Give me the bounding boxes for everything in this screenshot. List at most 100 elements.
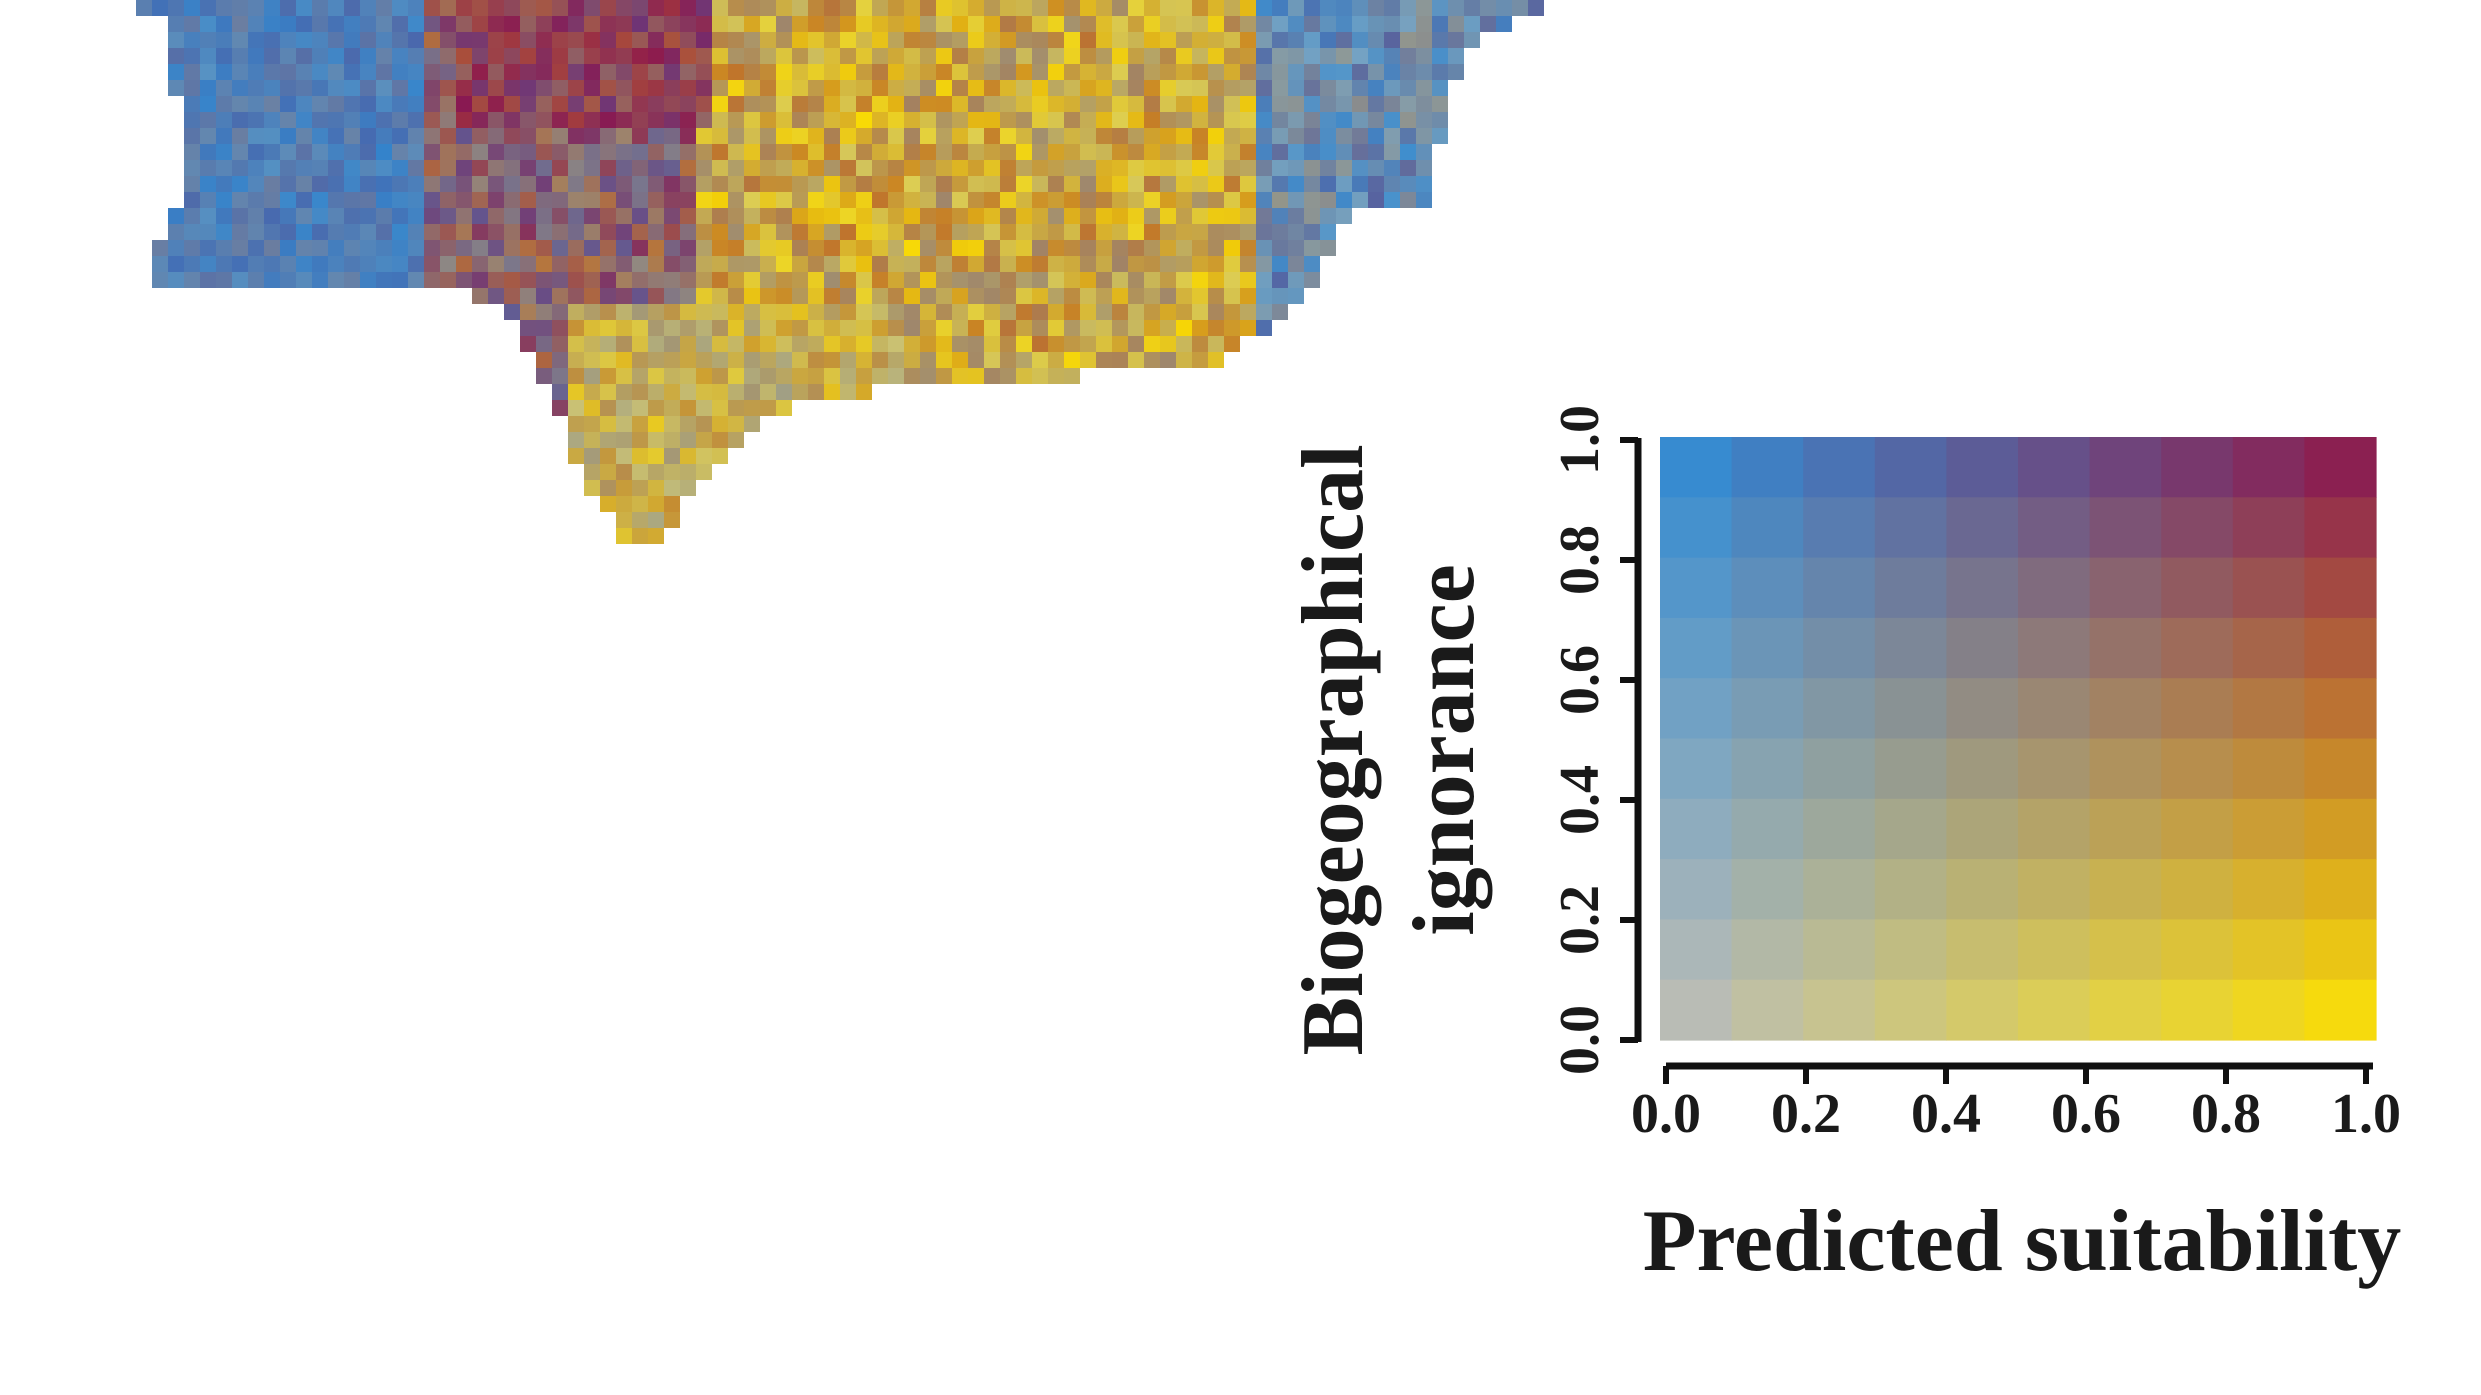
map-pixel [632, 448, 648, 464]
map-pixel [872, 256, 888, 272]
map-pixel [792, 144, 808, 160]
map-pixel [792, 384, 808, 400]
map-pixel [920, 176, 936, 192]
map-pixel [808, 48, 824, 64]
map-pixel [1160, 128, 1176, 144]
map-pixel [248, 256, 264, 272]
map-pixel [1128, 96, 1144, 112]
map-pixel [600, 464, 616, 480]
map-pixel [904, 240, 920, 256]
map-pixel [680, 384, 696, 400]
map-pixel [504, 160, 520, 176]
map-pixel [1128, 80, 1144, 96]
map-pixel [312, 112, 328, 128]
map-pixel [696, 416, 712, 432]
map-pixel [712, 48, 728, 64]
map-pixel [1064, 288, 1080, 304]
map-pixel [552, 112, 568, 128]
map-pixel [616, 80, 632, 96]
map-pixel [472, 80, 488, 96]
map-pixel [1128, 240, 1144, 256]
map-pixel [1304, 176, 1320, 192]
map-pixel [440, 160, 456, 176]
map-pixel [280, 48, 296, 64]
map-pixel [840, 64, 856, 80]
map-pixel [824, 32, 840, 48]
map-pixel [1432, 16, 1448, 32]
map-pixel [1000, 80, 1016, 96]
map-pixel [376, 48, 392, 64]
map-pixel [936, 112, 952, 128]
map-pixel [824, 256, 840, 272]
map-pixel [792, 304, 808, 320]
map-pixel [952, 288, 968, 304]
map-pixel [328, 160, 344, 176]
map-pixel [888, 336, 904, 352]
map-pixel [600, 80, 616, 96]
legend-cell [1946, 859, 2019, 920]
map-pixel [664, 480, 680, 496]
map-pixel [520, 304, 536, 320]
map-pixel [760, 208, 776, 224]
map-pixel [1352, 48, 1368, 64]
map-pixel [1208, 208, 1224, 224]
map-pixel [232, 160, 248, 176]
map-pixel [1144, 160, 1160, 176]
map-pixel [616, 208, 632, 224]
map-pixel [1000, 48, 1016, 64]
map-pixel [920, 112, 936, 128]
map-pixel [1144, 96, 1160, 112]
map-pixel [1064, 96, 1080, 112]
map-pixel [584, 48, 600, 64]
map-pixel [168, 48, 184, 64]
map-pixel [664, 64, 680, 80]
map-pixel [264, 0, 280, 16]
map-pixel [376, 272, 392, 288]
map-pixel [616, 352, 632, 368]
map-pixel [824, 352, 840, 368]
map-pixel [1320, 208, 1336, 224]
map-pixel [1016, 144, 1032, 160]
map-pixel [904, 48, 920, 64]
map-pixel [824, 272, 840, 288]
map-pixel [1368, 0, 1384, 16]
map-pixel [760, 304, 776, 320]
map-pixel [168, 208, 184, 224]
map-pixel [1288, 48, 1304, 64]
map-pixel [808, 176, 824, 192]
map-pixel [856, 352, 872, 368]
map-pixel [712, 144, 728, 160]
map-pixel [648, 464, 664, 480]
map-pixel [952, 336, 968, 352]
legend-cell [1803, 678, 1876, 740]
map-pixel [680, 0, 696, 16]
map-pixel [1096, 96, 1112, 112]
map-pixel [888, 112, 904, 128]
map-pixel [472, 224, 488, 240]
map-pixel [1240, 0, 1256, 16]
legend-cell [1874, 798, 1947, 860]
map-pixel [888, 368, 904, 384]
map-pixel [1352, 0, 1368, 16]
map-pixel [616, 64, 632, 80]
map-pixel [712, 224, 728, 240]
map-pixel [1096, 48, 1112, 64]
map-pixel [1240, 240, 1256, 256]
map-pixel [1032, 368, 1048, 384]
legend-cell [2089, 678, 2162, 740]
map-pixel [808, 96, 824, 112]
map-pixel [616, 464, 632, 480]
map-pixel [456, 160, 472, 176]
map-pixel [824, 224, 840, 240]
map-pixel [1176, 144, 1192, 160]
map-pixel [344, 240, 360, 256]
map-pixel [1112, 64, 1128, 80]
map-pixel [680, 16, 696, 32]
map-pixel [824, 0, 840, 16]
map-pixel [1080, 240, 1096, 256]
map-pixel [1144, 240, 1160, 256]
map-pixel [344, 160, 360, 176]
map-pixel [584, 80, 600, 96]
map-pixel [1096, 256, 1112, 272]
map-pixel [1080, 352, 1096, 368]
